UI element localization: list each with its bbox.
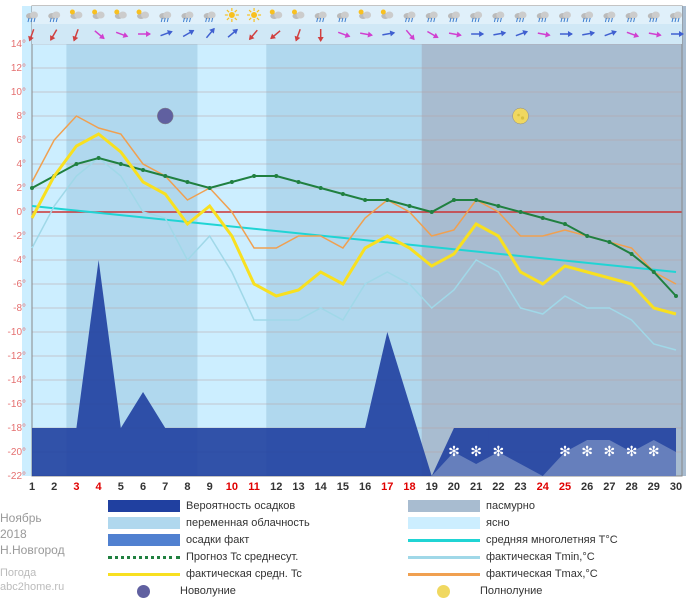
y-tick-label: 14° xyxy=(11,39,26,50)
y-tick-label: 10° xyxy=(11,87,26,98)
y-tick-label: 2° xyxy=(16,183,26,194)
x-tick-label: 29 xyxy=(648,481,660,493)
x-tick-label: 13 xyxy=(292,481,304,493)
legend-item: Прогноз Tc среднесут. xyxy=(108,549,408,566)
legend-label: ясно xyxy=(486,517,510,529)
credit-line: Погода xyxy=(0,566,108,580)
y-tick-label: 8° xyxy=(16,111,26,122)
legend-item: ясно xyxy=(408,515,678,532)
x-tick-label: 7 xyxy=(162,481,168,493)
y-tick-label: 6° xyxy=(16,135,26,146)
legend: Ноябрь 2018 Н.Новгород Погода abc2home.r… xyxy=(0,498,687,600)
legend-item: осадки факт xyxy=(108,532,408,549)
y-tick-label: -10° xyxy=(8,327,26,338)
legend-label: фактическая Tmax,°C xyxy=(486,568,598,580)
x-tick-label: 24 xyxy=(537,481,550,493)
credit-line: abc2home.ru xyxy=(0,580,108,594)
legend-label: фактическая Tmin,°C xyxy=(486,551,595,563)
y-tick-label: -16° xyxy=(8,399,26,410)
cloud-band-partly xyxy=(266,6,441,476)
x-tick-label: 6 xyxy=(140,481,146,493)
y-tick-label: -20° xyxy=(8,447,26,458)
legend-item: фактическая средн. Tc xyxy=(108,566,408,583)
y-tick-label: -2° xyxy=(13,231,26,242)
legend-label: средняя многолетняя T°C xyxy=(486,534,618,546)
x-tick-label: 17 xyxy=(381,481,393,493)
x-tick-label: 5 xyxy=(118,481,124,493)
x-tick-label: 4 xyxy=(96,481,103,493)
x-tick-label: 18 xyxy=(403,481,415,493)
x-tick-label: 10 xyxy=(226,481,238,493)
y-tick-label: -12° xyxy=(8,351,26,362)
city-label: Н.Новгород xyxy=(0,542,108,558)
legend-label: фактическая средн. Tc xyxy=(186,568,302,580)
x-tick-label: 20 xyxy=(448,481,460,493)
x-tick-label: 30 xyxy=(670,481,682,493)
legend-item: Новолуние xyxy=(108,583,408,600)
x-tick-label: 8 xyxy=(184,481,190,493)
y-tick-label: -6° xyxy=(13,279,26,290)
x-tick-label: 15 xyxy=(337,481,349,493)
weather-chart: -22° -20° -18° -16° -14° -12° -10° -8° -6° -4° -2°… xyxy=(0,0,687,498)
x-tick-label: 28 xyxy=(625,481,637,493)
x-tick-label: 12 xyxy=(270,481,282,493)
snow-icon: ✻ xyxy=(448,443,460,459)
x-tick-label: 23 xyxy=(514,481,526,493)
legend-item: фактическая Tmax,°C xyxy=(408,566,678,583)
y-tick-label: 0° xyxy=(16,207,26,218)
x-tick-label: 19 xyxy=(426,481,438,493)
x-tick-label: 22 xyxy=(492,481,504,493)
x-tick-label: 14 xyxy=(315,481,328,493)
snow-icon: ✻ xyxy=(626,443,638,459)
year-label: 2018 xyxy=(0,526,108,542)
legend-item: переменная облачность xyxy=(108,515,408,532)
snow-icon: ✻ xyxy=(492,443,504,459)
legend-label: Прогноз Tc среднесут. xyxy=(186,551,298,563)
new-moon-icon xyxy=(157,108,173,124)
x-tick-label: 25 xyxy=(559,481,571,493)
legend-label: пасмурно xyxy=(486,500,535,512)
y-tick-label: 4° xyxy=(16,159,26,170)
snow-icon: ✻ xyxy=(470,443,482,459)
snow-icon: ✻ xyxy=(604,443,616,459)
x-tick-label: 21 xyxy=(470,481,482,493)
x-tick-label: 1 xyxy=(29,481,35,493)
y-tick-label: 12° xyxy=(11,63,26,74)
x-tick-label: 26 xyxy=(581,481,593,493)
legend-label: Новолуние xyxy=(180,585,236,597)
x-tick-label: 9 xyxy=(207,481,213,493)
x-tick-label: 16 xyxy=(359,481,371,493)
cloud-band-overcast xyxy=(488,6,686,476)
x-tick-label: 2 xyxy=(51,481,57,493)
legend-label: переменная облачность xyxy=(186,517,310,529)
x-tick-label: 11 xyxy=(248,481,260,493)
legend-label: Вероятность осадков xyxy=(186,500,295,512)
x-tick-label: 27 xyxy=(603,481,615,493)
legend-item: пасмурно xyxy=(408,498,678,515)
y-tick-label: -4° xyxy=(13,255,26,266)
legend-label: Полнолуние xyxy=(480,585,542,597)
legend-item: средняя многолетняя T°C xyxy=(408,532,678,549)
y-tick-label: -18° xyxy=(8,423,26,434)
weather-icon xyxy=(247,8,261,22)
weather-icon xyxy=(225,8,239,22)
legend-item: Полнолуние xyxy=(408,583,678,600)
legend-item: фактическая Tmin,°C xyxy=(408,549,678,566)
legend-item: Вероятность осадков xyxy=(108,498,408,515)
snow-icon: ✻ xyxy=(648,443,660,459)
y-tick-label: -14° xyxy=(8,375,26,386)
y-tick-label: -22° xyxy=(8,471,26,482)
y-tick-label: -8° xyxy=(13,303,26,314)
legend-label: осадки факт xyxy=(186,534,249,546)
snow-icon: ✻ xyxy=(581,443,593,459)
month-label: Ноябрь xyxy=(0,510,108,526)
snow-icon: ✻ xyxy=(559,443,571,459)
full-moon-icon xyxy=(513,108,529,124)
x-tick-label: 3 xyxy=(73,481,79,493)
